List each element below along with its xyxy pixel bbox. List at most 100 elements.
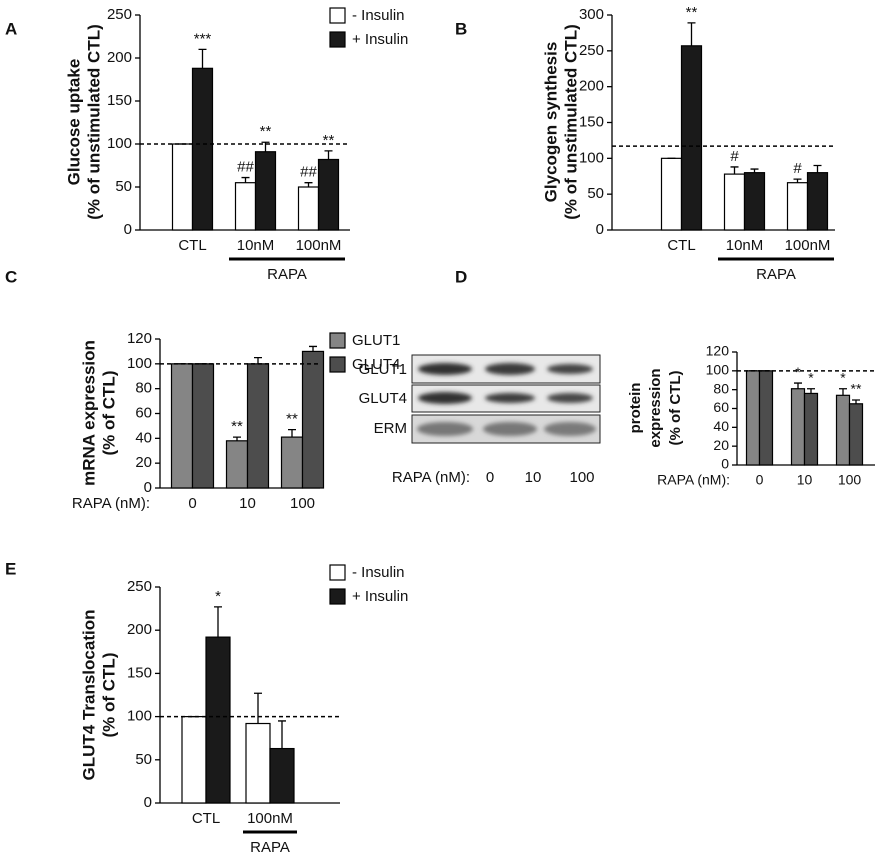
error-bar: [278, 720, 286, 749]
x-tick-label: 100: [290, 495, 315, 512]
y-axis-label: mRNA expression: [79, 340, 98, 486]
bar: [743, 172, 766, 231]
significance-label: *: [215, 588, 221, 605]
bar: [171, 143, 194, 231]
bar: [786, 182, 809, 231]
error-bar: [304, 182, 313, 187]
bar: [803, 392, 819, 466]
error-bar: [241, 176, 250, 183]
significance-label: **: [851, 381, 862, 397]
significance-label: *: [795, 364, 801, 380]
legend-label: + Insulin: [352, 31, 408, 48]
blot-band: [485, 393, 535, 403]
bar: [301, 350, 325, 489]
x-tick-label: CTL: [192, 810, 220, 827]
y-axis-label: (% of CTL): [99, 371, 118, 456]
x-tick-label: 100nM: [785, 237, 831, 254]
bar: [269, 747, 295, 804]
y-axis-label: (% of unstimulated CTL): [84, 24, 103, 219]
error-bar: [254, 356, 262, 364]
bar: [848, 403, 864, 466]
error-bar: [839, 388, 847, 396]
bar: [745, 370, 761, 466]
bar: [205, 636, 231, 804]
x-tick-label: 100nM: [296, 237, 342, 254]
error-bar: [288, 428, 296, 438]
panel-letter: B: [455, 19, 467, 38]
group-label: RAPA: [756, 266, 796, 283]
error-bar: [687, 22, 696, 46]
y-tick-label: 300: [579, 6, 604, 23]
bar: [660, 157, 683, 231]
error-bar: [730, 166, 739, 175]
y-tick-label: 0: [124, 221, 132, 238]
error-bar: [261, 141, 270, 152]
blot-row-label: GLUT4: [359, 390, 407, 407]
x-tick-label: 10: [239, 495, 256, 512]
bar: [191, 67, 214, 231]
significance-label: **: [323, 132, 335, 149]
y-tick-label: 80: [713, 380, 729, 396]
y-tick-label: 20: [713, 437, 729, 453]
y-tick-label: 40: [135, 429, 152, 446]
y-tick-label: 40: [713, 418, 729, 434]
error-bar: [309, 345, 317, 352]
y-tick-label: 120: [706, 343, 730, 359]
y-tick-label: 200: [579, 78, 604, 95]
x-axis-label: RAPA (nM):: [657, 472, 730, 488]
y-tick-label: 200: [107, 49, 132, 66]
y-axis-label: GLUT4 Translocation: [79, 610, 98, 781]
y-tick-label: 150: [127, 664, 152, 681]
y-axis-label: Glucose uptake: [64, 59, 83, 186]
error-bar: [254, 692, 262, 724]
significance-label: **: [686, 4, 698, 21]
significance-label: ##: [237, 159, 254, 176]
blot-band: [485, 363, 535, 375]
bar: [191, 363, 215, 489]
blot-band: [418, 363, 472, 375]
bar: [297, 186, 320, 231]
bar: [170, 363, 194, 489]
blot-band: [418, 392, 472, 404]
error-bar: [794, 382, 802, 389]
y-axis-label: protein: [627, 383, 644, 434]
legend-label: - Insulin: [352, 7, 405, 24]
legend-swatch: [329, 356, 346, 373]
y-tick-label: 20: [135, 454, 152, 471]
bar: [806, 172, 829, 231]
y-axis-label: Glycogen synthesis: [541, 42, 560, 203]
y-axis-label: (% of CTL): [667, 371, 684, 446]
error-bar: [750, 168, 759, 173]
y-tick-label: 50: [587, 185, 604, 202]
y-tick-label: 60: [713, 399, 729, 415]
y-axis-label: (% of CTL): [99, 653, 118, 738]
blot-lane-label: 10: [525, 469, 542, 486]
bar: [317, 158, 340, 231]
y-tick-label: 0: [721, 456, 729, 472]
legend-label: + Insulin: [352, 588, 408, 605]
y-tick-label: 250: [107, 6, 132, 23]
bar: [234, 182, 257, 231]
bar: [758, 370, 774, 466]
x-tick-label: CTL: [178, 237, 206, 254]
x-tick-label: CTL: [667, 237, 695, 254]
x-tick-label: 0: [756, 472, 764, 488]
legend-label: GLUT1: [352, 332, 400, 349]
blot-band: [417, 422, 473, 436]
error-bar: [852, 399, 860, 404]
bar: [254, 151, 277, 231]
blot-band: [547, 393, 593, 403]
blot-x-label: RAPA (nM):: [392, 469, 470, 486]
y-tick-label: 100: [706, 362, 730, 378]
error-bar: [324, 150, 333, 160]
legend-label: - Insulin: [352, 564, 405, 581]
blot-band: [547, 364, 593, 374]
x-tick-label: 0: [188, 495, 196, 512]
legend-swatch: [329, 588, 346, 605]
x-tick-label: 100nM: [247, 810, 293, 827]
y-axis-label: (% of unstimulated CTL): [561, 24, 580, 219]
bar: [225, 440, 249, 489]
error-bar: [198, 48, 207, 69]
bar: [723, 173, 746, 231]
